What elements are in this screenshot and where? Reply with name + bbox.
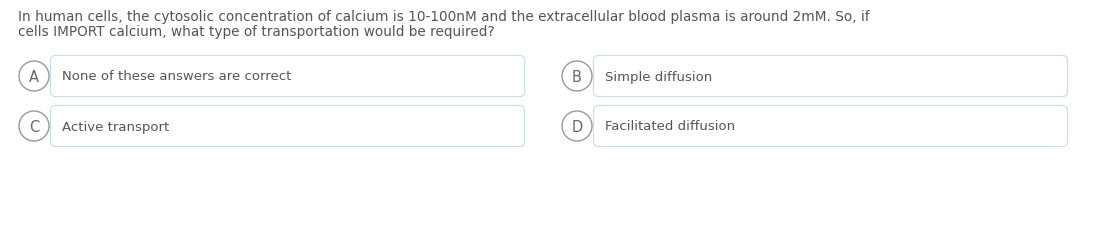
FancyBboxPatch shape [594,56,1068,97]
Text: cells IMPORT calcium, what type of transportation would be required?: cells IMPORT calcium, what type of trans… [18,25,495,39]
Text: Active transport: Active transport [62,120,170,133]
Text: D: D [571,119,583,134]
Text: Simple diffusion: Simple diffusion [605,70,712,83]
Ellipse shape [19,112,48,141]
Text: In human cells, the cytosolic concentration of calcium is 10-100nM and the extra: In human cells, the cytosolic concentrat… [18,10,869,24]
FancyBboxPatch shape [51,106,525,147]
Text: Facilitated diffusion: Facilitated diffusion [605,120,735,133]
Ellipse shape [562,112,592,141]
Text: C: C [29,119,40,134]
Text: A: A [29,69,39,84]
Text: B: B [572,69,582,84]
FancyBboxPatch shape [51,56,525,97]
Text: None of these answers are correct: None of these answers are correct [62,70,291,83]
Ellipse shape [562,62,592,92]
Ellipse shape [19,62,48,92]
FancyBboxPatch shape [594,106,1068,147]
